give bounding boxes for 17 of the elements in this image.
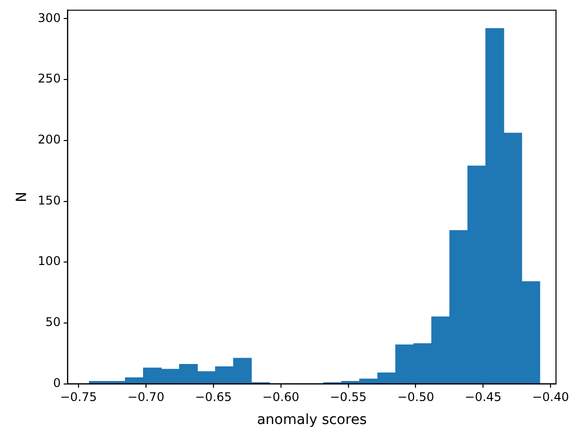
y-tick-label: 200	[38, 132, 61, 147]
x-tick-label: −0.65	[194, 390, 232, 404]
x-tick-label: −0.40	[532, 390, 569, 404]
x-tick-label: −0.45	[464, 390, 502, 404]
x-axis-title: anomaly scores	[256, 412, 367, 428]
y-tick-label: 100	[38, 254, 61, 268]
y-tick-label: 0	[53, 376, 61, 390]
x-tick-label: −0.75	[60, 390, 97, 404]
x-tick-label: −0.50	[397, 390, 434, 404]
y-tick-label: 150	[38, 193, 61, 208]
x-tick-label: −0.55	[330, 390, 367, 404]
y-tick-label: 50	[45, 315, 61, 330]
y-axis-title: N	[14, 192, 30, 202]
y-tick-label: 300	[38, 10, 61, 25]
x-tick-label: −0.60	[262, 390, 300, 404]
x-tick-label: −0.70	[128, 390, 164, 404]
y-tick-label: 250	[38, 72, 61, 86]
